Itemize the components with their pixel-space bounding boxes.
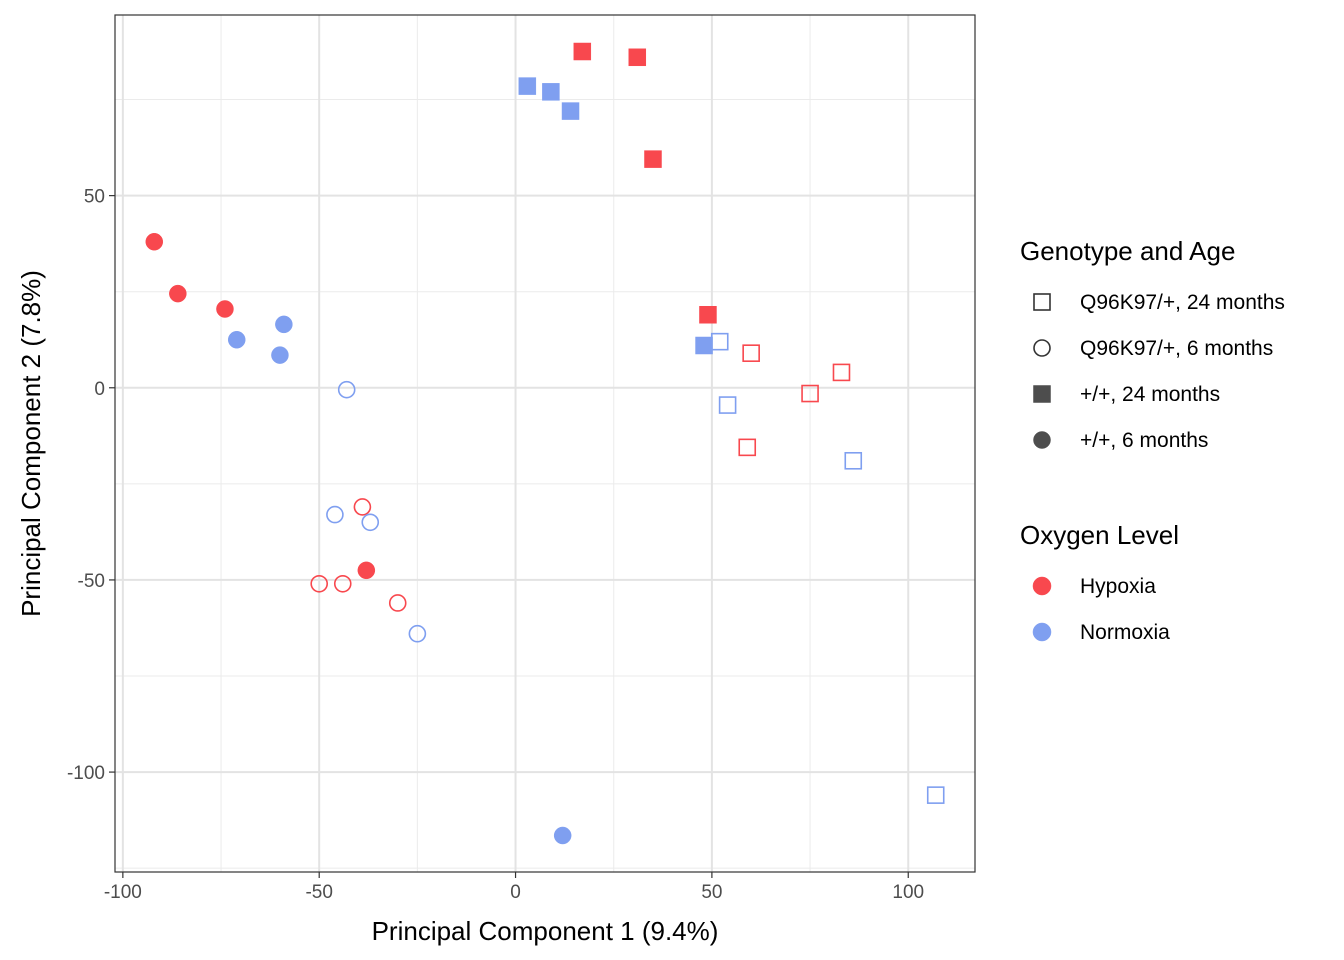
x-axis-title: Principal Component 1 (9.4%) [372, 916, 719, 946]
data-point-hypoxia-open-square [738, 438, 757, 457]
data-point-hypoxia-open-square [742, 344, 760, 362]
data-point-normoxia-open-circle [326, 505, 344, 524]
data-point-hypoxia-open-circle [353, 498, 372, 516]
data-point-normoxia-open-square [926, 786, 945, 804]
legend-key-circle-open [1033, 339, 1051, 357]
data-point-normoxia-open-circle [408, 624, 427, 643]
legend-genotype-age: Genotype and Age Q96K97/+, 24 months Q96K… [1020, 236, 1285, 452]
legend-title-oxygen: Oxygen Level [1020, 520, 1179, 550]
data-point-hypoxia-filled-circle [145, 232, 164, 251]
x-tick-label: 100 [892, 882, 924, 903]
data-point-normoxia-open-circle [361, 513, 380, 532]
panel-background [115, 15, 975, 872]
data-point-hypoxia-open-circle [333, 574, 352, 593]
plot-panel [114, 14, 976, 873]
data-point-normoxia-filled-square [561, 102, 580, 120]
data-point-normoxia-filled-circle [271, 346, 289, 364]
data-point-hypoxia-filled-square [573, 42, 592, 61]
data-point-hypoxia-filled-square [644, 150, 662, 168]
legend-label-oxygen: Hypoxia [1080, 575, 1156, 598]
data-points [145, 42, 945, 845]
legend-key-normoxia [1032, 622, 1052, 642]
legend-label-genotype: +/+, 6 months [1080, 429, 1208, 452]
y-axis-title: Principal Component 2 (7.8%) [16, 270, 46, 617]
panel-border [114, 14, 976, 873]
data-point-normoxia-open-square [710, 332, 729, 351]
legend-label-genotype: Q96K97/+, 24 months [1080, 291, 1285, 314]
data-point-normoxia-filled-square [695, 336, 713, 355]
x-tick-label: 50 [701, 882, 722, 903]
data-point-normoxia-filled-circle [275, 315, 293, 334]
legend-key-circle-filled [1033, 431, 1051, 449]
x-tick-label: -100 [104, 882, 142, 903]
data-point-normoxia-open-square [844, 451, 863, 470]
legend-oxygen-level: Oxygen Level Hypoxia Normoxia [1020, 520, 1179, 644]
data-point-normoxia-filled-square [518, 77, 537, 95]
data-point-hypoxia-filled-square [628, 48, 647, 67]
y-tick-label: 0 [94, 379, 105, 400]
data-point-hypoxia-filled-circle [357, 561, 376, 580]
data-point-hypoxia-filled-circle [216, 300, 234, 318]
y-tick-label: -100 [67, 763, 105, 784]
grid-lines [115, 15, 975, 872]
data-point-normoxia-filled-circle [227, 330, 246, 349]
legend-label-genotype: Q96K97/+, 6 months [1080, 337, 1273, 360]
legend-label-genotype: +/+, 24 months [1080, 383, 1220, 406]
data-point-hypoxia-filled-circle [169, 284, 187, 303]
legend-key-square-open [1033, 293, 1051, 311]
x-tick-label: -50 [305, 882, 332, 903]
data-point-normoxia-open-square [718, 396, 737, 414]
axes: -100 -50 0 50 100 -100 -50 0 50 [67, 187, 924, 903]
x-tick-label: 0 [510, 882, 521, 903]
data-point-normoxia-filled-square [542, 83, 560, 101]
data-point-hypoxia-filled-square [699, 306, 717, 324]
y-tick-label: -50 [78, 571, 105, 592]
legend-key-hypoxia [1032, 576, 1052, 596]
legend-key-square-filled [1033, 385, 1051, 403]
data-point-normoxia-open-circle [337, 380, 356, 399]
data-point-hypoxia-open-circle [388, 594, 407, 612]
data-point-hypoxia-open-square [832, 363, 851, 382]
data-point-normoxia-filled-circle [553, 826, 572, 845]
y-tick-label: 50 [84, 187, 105, 208]
data-point-hypoxia-open-circle [310, 574, 329, 593]
legend-label-oxygen: Normoxia [1080, 621, 1170, 644]
legend-title-genotype: Genotype and Age [1020, 236, 1235, 266]
data-point-hypoxia-open-square [801, 384, 819, 403]
